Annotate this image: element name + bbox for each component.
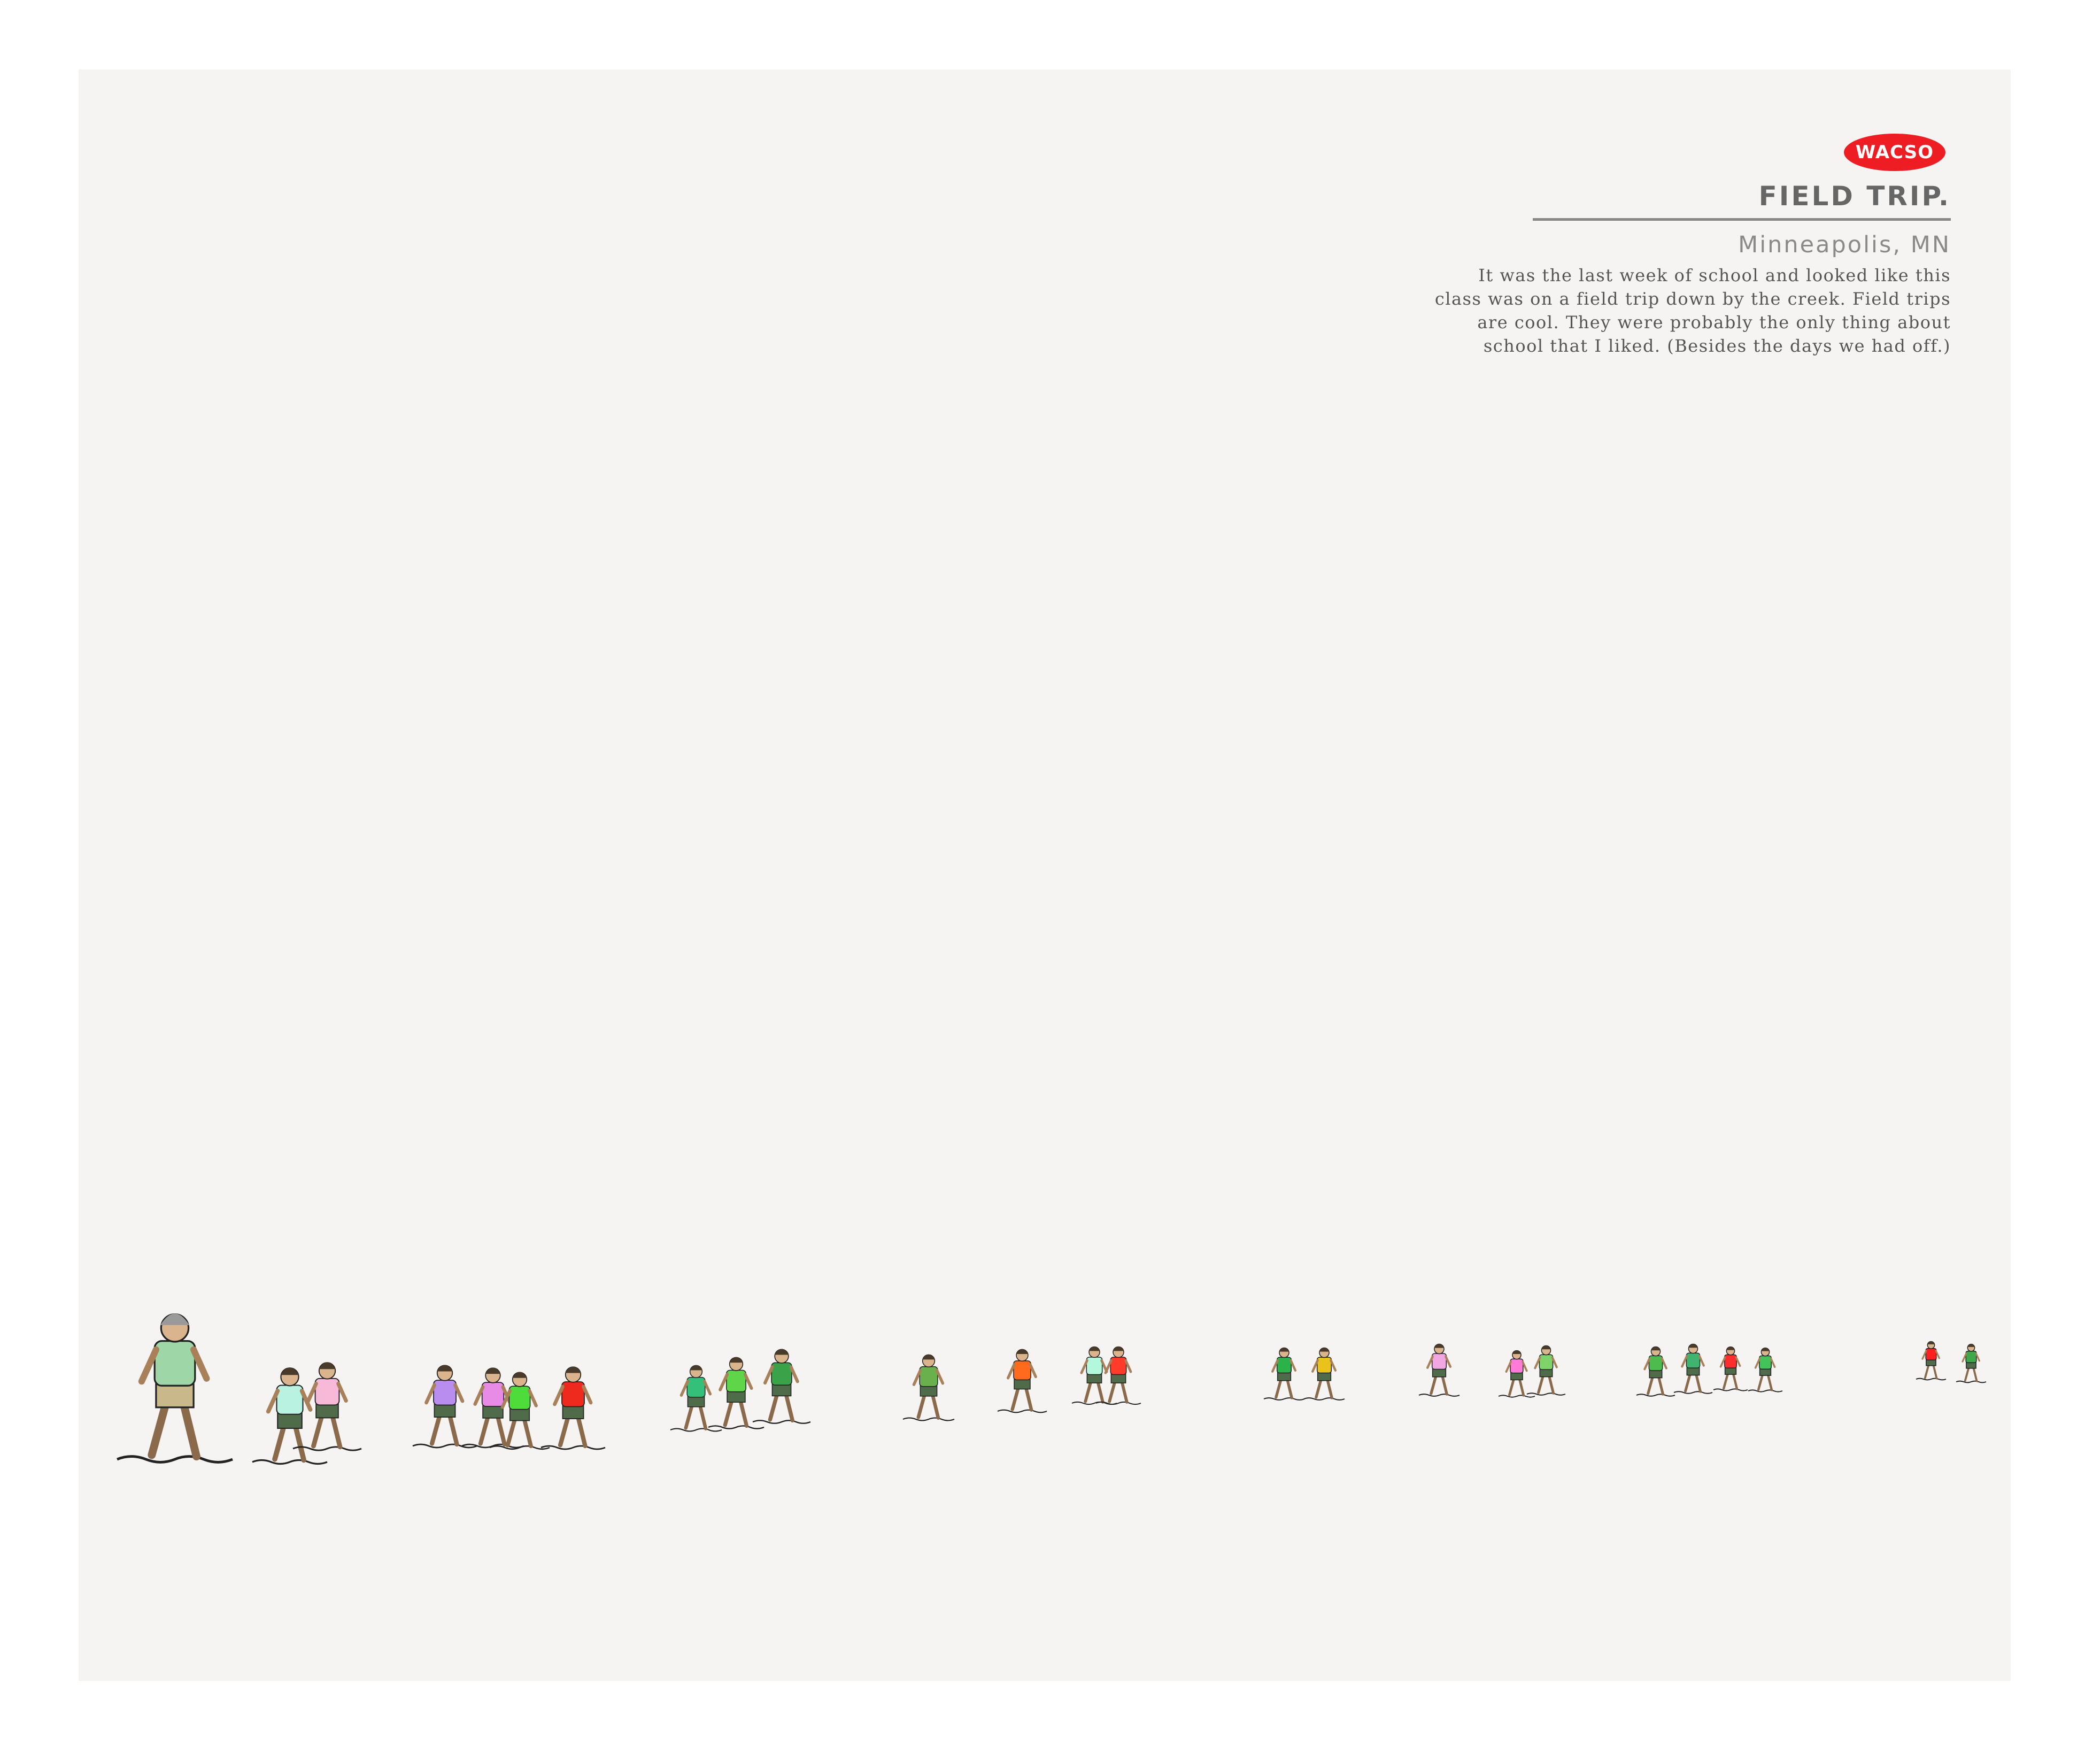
walking-figure	[1526, 1345, 1566, 1396]
wacso-logo[interactable]: WACSO	[1843, 134, 1945, 171]
walking-figure	[117, 1313, 233, 1464]
walking-figure	[292, 1362, 362, 1451]
description: It was the last week of school and looke…	[1389, 264, 1951, 358]
walking-figure	[1916, 1341, 1947, 1381]
description-line: school that I liked. (Besides the days w…	[1483, 336, 1951, 356]
title-block: WACSO FIELD TRIP. Minneapolis, MN It was…	[1389, 134, 1951, 358]
field-trip-illustration	[117, 1313, 1987, 1465]
location-subtitle: Minneapolis, MN	[1738, 231, 1951, 258]
walking-figure	[1303, 1347, 1345, 1401]
walking-figure	[1263, 1347, 1305, 1401]
walking-figure	[670, 1365, 722, 1432]
walking-figure	[252, 1367, 328, 1465]
walking-figure	[1636, 1346, 1675, 1397]
walking-figure	[1673, 1343, 1713, 1394]
walking-figure	[1418, 1343, 1460, 1397]
description-line: It was the last week of school and looke…	[1478, 265, 1951, 285]
walking-figure	[412, 1365, 477, 1449]
walking-figure	[1095, 1346, 1141, 1405]
walking-figure	[1748, 1347, 1783, 1392]
walking-figure	[489, 1372, 550, 1450]
page-title: FIELD TRIP.	[1758, 181, 1951, 212]
walking-figure	[540, 1366, 606, 1450]
description-line: are cool. They were probably the only th…	[1477, 312, 1951, 332]
walking-figure	[1071, 1346, 1117, 1405]
walking-figure	[1713, 1346, 1748, 1391]
paper-canvas: WACSO FIELD TRIP. Minneapolis, MN It was…	[79, 69, 2011, 1681]
description-line: class was on a field trip down by the cr…	[1434, 289, 1951, 309]
walking-figure	[1498, 1350, 1535, 1398]
walking-figure	[902, 1354, 955, 1421]
walking-figure	[752, 1349, 811, 1424]
walking-figure	[708, 1357, 764, 1429]
walking-figure	[1956, 1343, 1987, 1383]
walking-figure	[997, 1349, 1047, 1413]
title-divider	[1533, 218, 1951, 221]
